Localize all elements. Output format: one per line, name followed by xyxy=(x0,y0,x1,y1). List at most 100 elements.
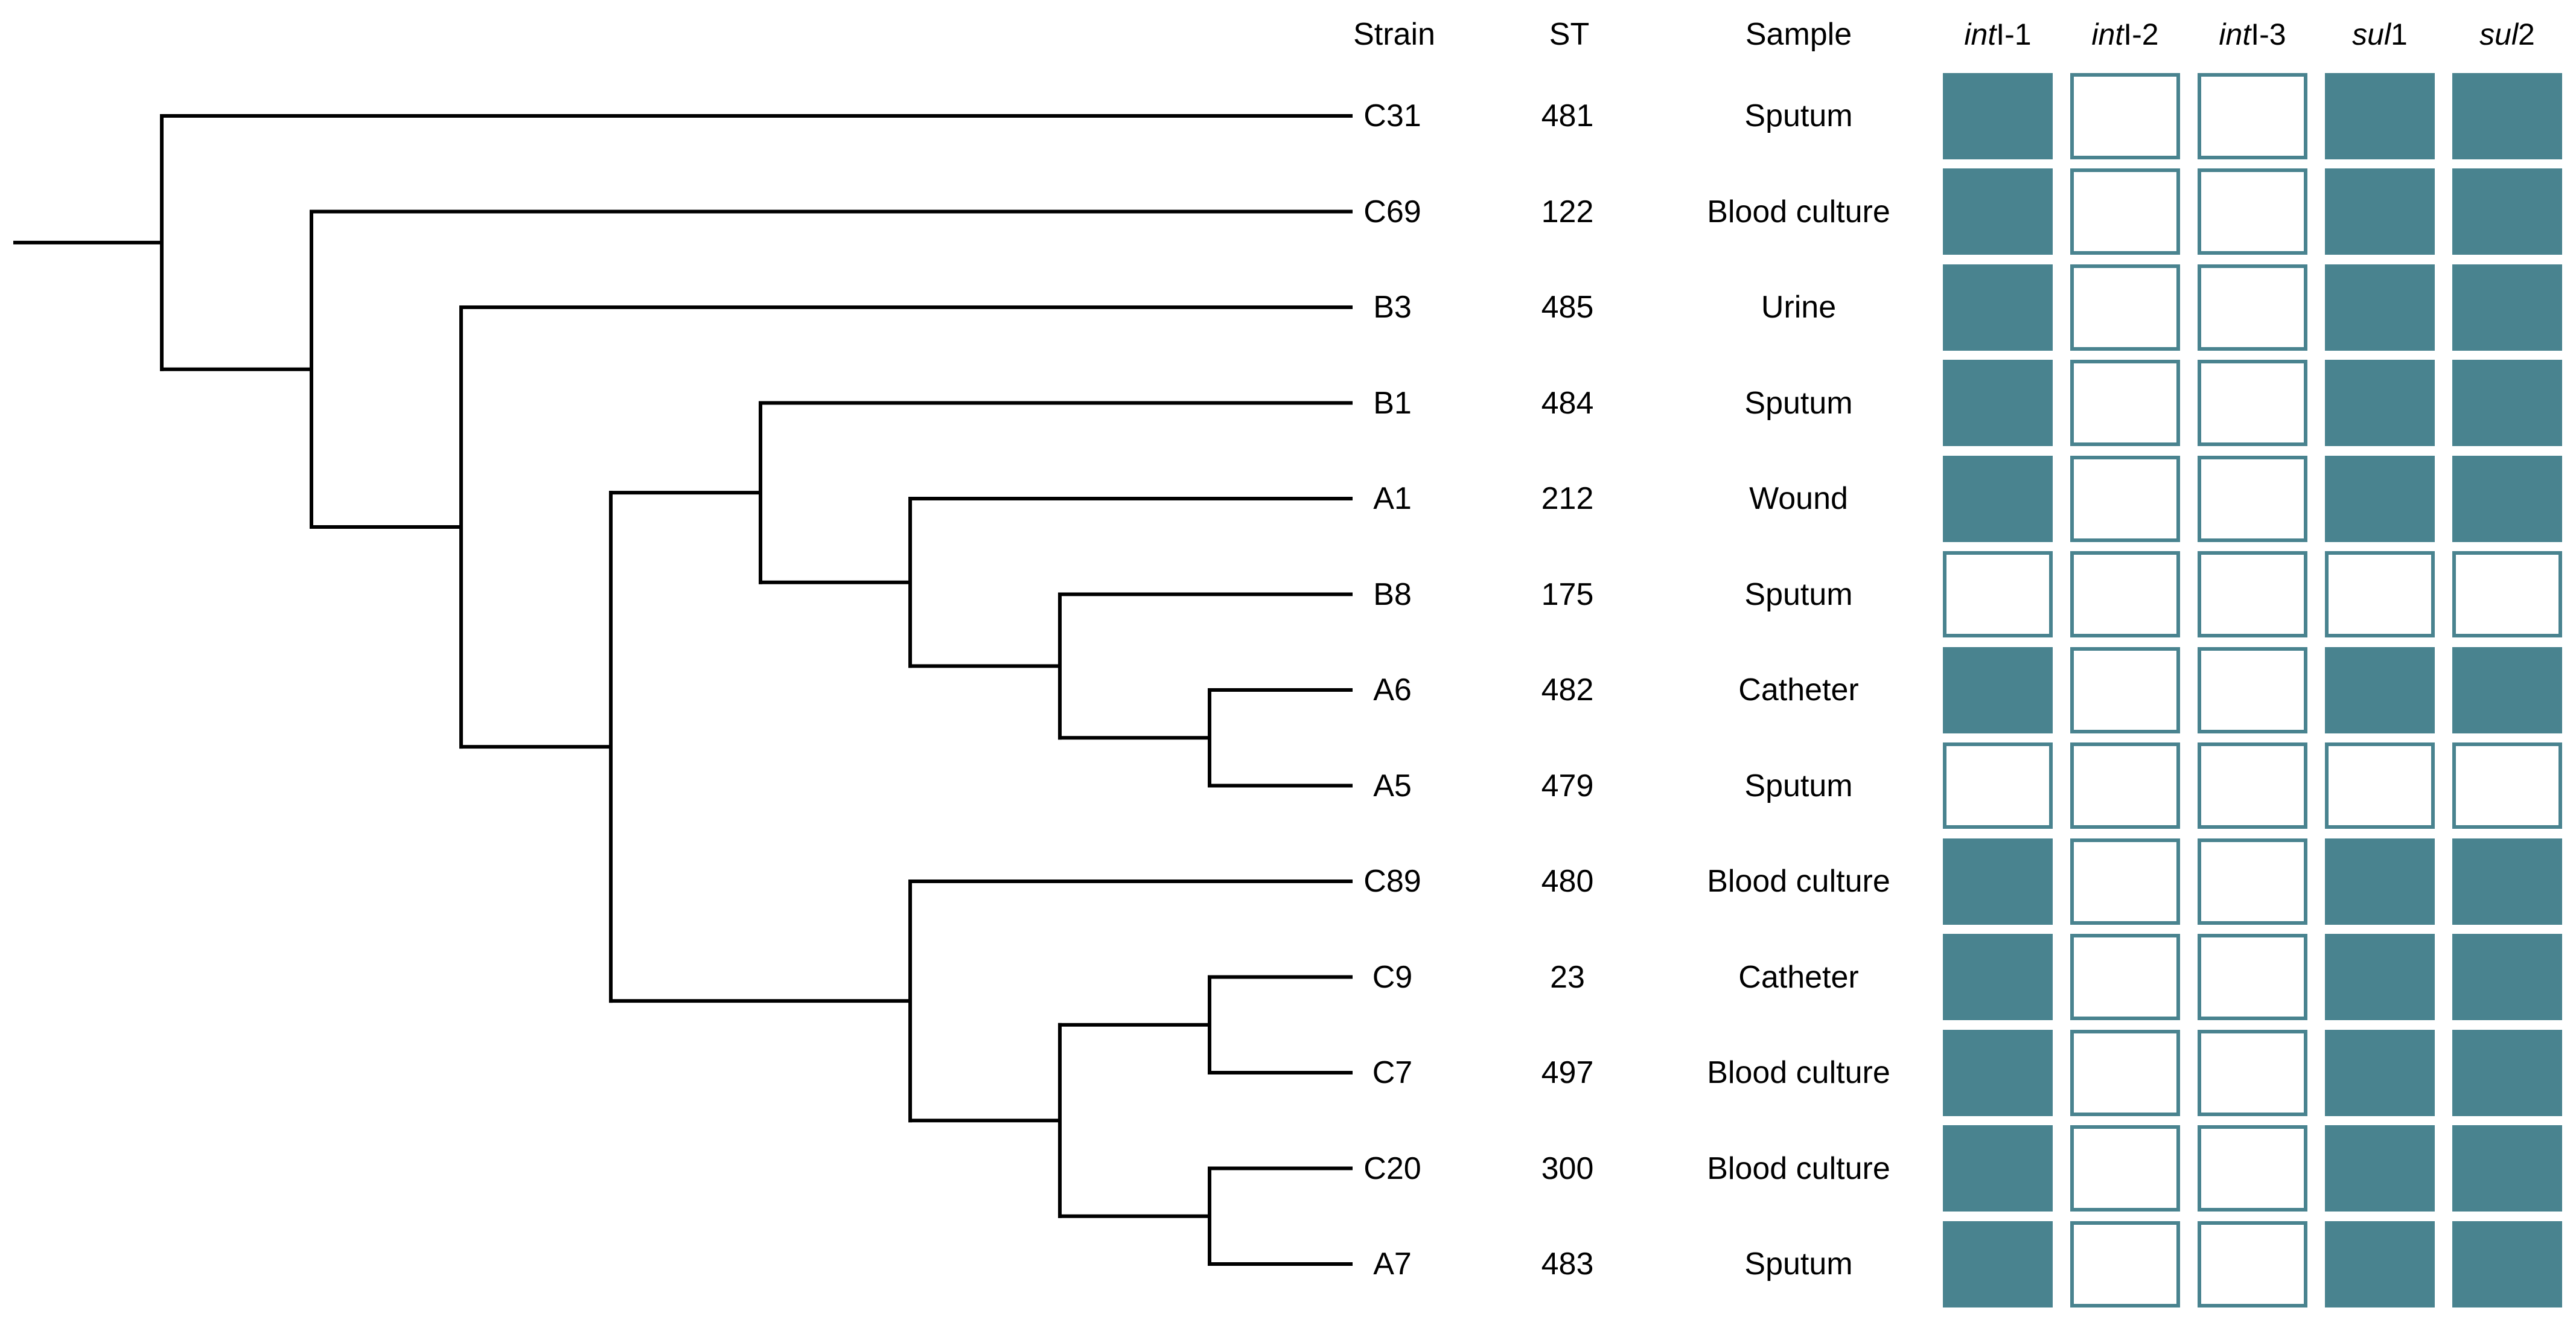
gene-cell-absent xyxy=(2070,168,2180,255)
sample-value: Catheter xyxy=(1738,672,1859,707)
gene-cell-absent xyxy=(2070,455,2180,542)
strain-label: B1 xyxy=(1373,385,1412,421)
gene-cell-present xyxy=(2452,360,2562,446)
gene-cell-absent xyxy=(2198,168,2307,255)
st-value: 497 xyxy=(1541,1055,1594,1090)
gene-header-intI-2: intI-2 xyxy=(2091,19,2158,49)
strain-label: C7 xyxy=(1372,1055,1413,1090)
gene-cell-absent xyxy=(2070,934,2180,1020)
strain-label: A1 xyxy=(1373,481,1412,516)
gene-cell-absent xyxy=(2325,551,2435,637)
gene-header-regular-part: I-3 xyxy=(2251,18,2286,51)
gene-cell-absent xyxy=(2070,1029,2180,1116)
gene-cell-present xyxy=(2325,72,2435,159)
gene-cell-absent xyxy=(2198,838,2307,925)
gene-cell-present xyxy=(1943,455,2053,542)
gene-cell-present xyxy=(1943,647,2053,733)
gene-header-intI-1: intI-1 xyxy=(1964,19,2031,49)
strain-label: C89 xyxy=(1363,864,1421,899)
sample-value: Sputum xyxy=(1744,1247,1853,1282)
gene-cell-absent xyxy=(2070,360,2180,446)
gene-cell-present xyxy=(1943,264,2053,351)
st-value: 23 xyxy=(1550,959,1585,995)
sample-value: Catheter xyxy=(1738,959,1859,995)
st-value: 483 xyxy=(1541,1247,1594,1282)
strain-label: B3 xyxy=(1373,290,1412,325)
gene-header-intI-3: intI-3 xyxy=(2219,19,2286,49)
gene-cell-present xyxy=(2325,1125,2435,1212)
gene-cell-absent xyxy=(2070,264,2180,351)
sample-value: Blood culture xyxy=(1707,1055,1890,1090)
gene-cell-absent xyxy=(2198,742,2307,829)
gene-cell-absent xyxy=(2070,838,2180,925)
gene-cell-present xyxy=(2452,72,2562,159)
st-value: 122 xyxy=(1541,194,1594,229)
gene-header-italic-part: int xyxy=(2091,18,2124,51)
gene-cell-absent xyxy=(2198,1221,2307,1307)
gene-cell-absent xyxy=(2325,742,2435,829)
strain-label: A7 xyxy=(1373,1247,1412,1282)
gene-cell-absent xyxy=(2070,72,2180,159)
gene-header-regular-part: 2 xyxy=(2518,18,2535,51)
gene-cell-absent xyxy=(2070,647,2180,733)
gene-cell-present xyxy=(2452,647,2562,733)
gene-cell-present xyxy=(1943,934,2053,1020)
gene-cell-present xyxy=(1943,1029,2053,1116)
gene-cell-absent xyxy=(2070,742,2180,829)
sample-value: Blood culture xyxy=(1707,864,1890,899)
strain-label: C69 xyxy=(1363,194,1421,229)
gene-cell-present xyxy=(1943,1221,2053,1307)
gene-cell-absent xyxy=(2198,1029,2307,1116)
gene-header-regular-part: I-2 xyxy=(2123,18,2159,51)
gene-header-regular-part: I-1 xyxy=(1996,18,2032,51)
gene-cell-present xyxy=(2452,1029,2562,1116)
gene-cell-absent xyxy=(2198,934,2307,1020)
gene-header-regular-part: 1 xyxy=(2391,18,2408,51)
gene-header-italic-part: int xyxy=(2219,18,2251,51)
gene-header-sul1: sul1 xyxy=(2352,19,2408,49)
gene-cell-present xyxy=(2452,168,2562,255)
gene-cell-present xyxy=(1943,838,2053,925)
gene-cell-absent xyxy=(2198,264,2307,351)
gene-header-italic-part: int xyxy=(1964,18,1997,51)
gene-header-italic-part: sul xyxy=(2352,18,2391,51)
st-value: 482 xyxy=(1541,672,1594,707)
gene-cell-absent xyxy=(2198,551,2307,637)
gene-cell-present xyxy=(2325,647,2435,733)
gene-cell-present xyxy=(1943,168,2053,255)
gene-header-italic-part: sul xyxy=(2479,18,2519,51)
sample-value: Sputum xyxy=(1744,98,1853,133)
strain-label: C20 xyxy=(1363,1151,1421,1186)
gene-cell-present xyxy=(2452,264,2562,351)
gene-cell-absent xyxy=(2452,551,2562,637)
sample-value: Blood culture xyxy=(1707,194,1890,229)
sample-value: Blood culture xyxy=(1707,1151,1890,1186)
gene-cell-present xyxy=(2325,168,2435,255)
st-value: 479 xyxy=(1541,768,1594,803)
gene-cell-absent xyxy=(1943,742,2053,829)
gene-cell-present xyxy=(2452,934,2562,1020)
gene-header-sul2: sul2 xyxy=(2479,19,2535,49)
gene-cell-present xyxy=(2325,264,2435,351)
strain-label: C31 xyxy=(1363,98,1421,133)
gene-cell-present xyxy=(2325,360,2435,446)
strain-label: A6 xyxy=(1373,672,1412,707)
gene-cell-absent xyxy=(2198,72,2307,159)
gene-cell-absent xyxy=(1943,551,2053,637)
gene-cell-present xyxy=(2325,455,2435,542)
gene-cell-absent xyxy=(2070,1125,2180,1212)
sample-value: Sputum xyxy=(1744,576,1853,612)
gene-cell-present xyxy=(2452,838,2562,925)
st-value: 300 xyxy=(1541,1151,1594,1186)
st-value: 481 xyxy=(1541,98,1594,133)
st-value: 175 xyxy=(1541,576,1594,612)
gene-cell-present xyxy=(1943,360,2053,446)
gene-cell-present xyxy=(2325,1221,2435,1307)
gene-cell-present xyxy=(1943,72,2053,159)
gene-cell-present xyxy=(1943,1125,2053,1212)
gene-cell-present xyxy=(2325,934,2435,1020)
gene-cell-absent xyxy=(2070,1221,2180,1307)
gene-cell-absent xyxy=(2198,455,2307,542)
